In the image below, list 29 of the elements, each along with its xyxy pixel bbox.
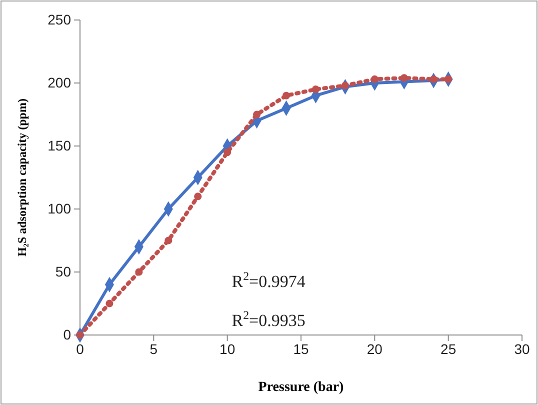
y-tick-label: 50 xyxy=(55,263,72,280)
point xyxy=(312,86,320,94)
point xyxy=(194,192,202,200)
x-tick-label: 20 xyxy=(366,340,383,357)
point xyxy=(106,300,114,308)
point xyxy=(253,110,261,118)
point xyxy=(370,75,378,83)
x-tick-label: 5 xyxy=(150,340,158,357)
point xyxy=(400,74,408,82)
y-tick-label: 250 xyxy=(48,11,72,28)
point xyxy=(282,92,290,100)
x-tick-label: 0 xyxy=(76,340,84,357)
y-tick-label: 150 xyxy=(48,137,72,154)
y-tick-label: 200 xyxy=(48,74,72,90)
x-tick-label: 15 xyxy=(293,340,309,357)
point xyxy=(341,82,349,90)
point xyxy=(164,236,172,244)
x-axis-title: Pressure (bar) xyxy=(258,380,344,395)
y-tick-label: 100 xyxy=(48,200,72,216)
x-tick-label: 10 xyxy=(220,340,236,357)
y-axis-title: H₂S adsorption capacity (ppm) xyxy=(15,98,29,256)
x-tick-label: 30 xyxy=(514,340,530,357)
annotation: R$^{2}$=0.9974 xyxy=(232,269,306,292)
point xyxy=(430,75,438,83)
y-tick-label: 0 xyxy=(63,326,72,342)
point xyxy=(224,148,232,156)
annotation: R$^{2}$=0.9935 xyxy=(232,308,306,330)
x-tick-label: 25 xyxy=(440,340,456,357)
point xyxy=(135,268,143,276)
